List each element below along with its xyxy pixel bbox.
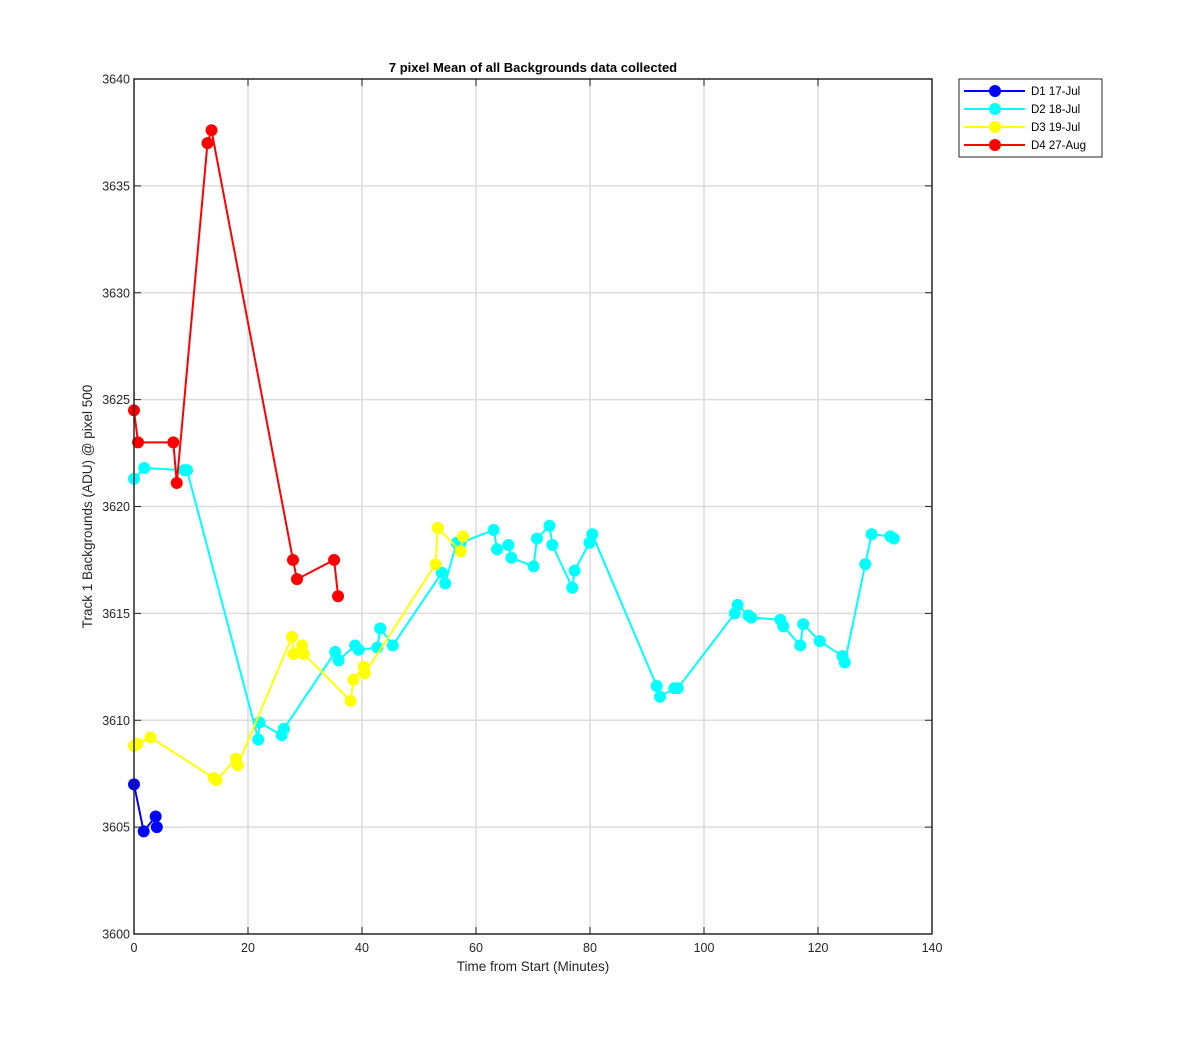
data-point xyxy=(777,620,790,633)
data-point xyxy=(546,538,559,551)
x-axis-label: Time from Start (Minutes) xyxy=(457,959,610,974)
data-point xyxy=(654,690,667,703)
axes: 0 20 40 60 80 100 120 140 3600 3605 3610 3615 3620 36… xyxy=(102,73,942,956)
data-point xyxy=(859,558,872,571)
data-point xyxy=(287,553,300,566)
data-point xyxy=(865,528,878,541)
legend: D1 17-Jul D2 18-Jul D3 19-Jul D4 27-Aug xyxy=(958,78,1103,158)
y-tick-label: 3605 xyxy=(102,821,130,835)
data-point xyxy=(149,810,162,823)
data-point xyxy=(358,667,371,680)
legend-marker xyxy=(989,121,1001,133)
data-point xyxy=(502,538,515,551)
data-point xyxy=(491,543,504,556)
data-point xyxy=(456,530,469,543)
data-point xyxy=(231,759,244,772)
y-tick-label: 3630 xyxy=(102,286,130,300)
data-point xyxy=(137,825,150,838)
y-tick-label: 3625 xyxy=(102,393,130,407)
data-point xyxy=(431,521,444,534)
data-point xyxy=(332,654,345,667)
legend-label: D4 27-Aug xyxy=(1031,140,1086,152)
x-tick-label: 60 xyxy=(469,941,483,955)
data-point xyxy=(568,564,581,577)
data-point xyxy=(543,519,556,532)
series-line xyxy=(133,129,340,597)
legend-marker xyxy=(989,103,1001,115)
data-point xyxy=(527,560,540,573)
y-axis-label: Track 1 Backgrounds (ADU) @ pixel 500 xyxy=(80,385,95,629)
data-point xyxy=(530,532,543,545)
data-point xyxy=(167,436,180,449)
legend-marker xyxy=(989,139,1001,151)
y-tick-label: 3615 xyxy=(102,607,130,621)
x-tick-label: 140 xyxy=(922,941,943,955)
series-2 xyxy=(128,462,900,746)
data-point xyxy=(297,647,310,660)
data-point xyxy=(210,774,223,787)
y-tick-label: 3600 xyxy=(102,928,130,942)
data-point xyxy=(813,635,826,648)
x-tick-label: 0 xyxy=(131,941,138,955)
data-point xyxy=(650,680,663,693)
y-tick-label: 3610 xyxy=(102,714,130,728)
data-point xyxy=(454,545,467,558)
legend-entry: D2 18-Jul xyxy=(964,103,1080,116)
data-point xyxy=(347,673,360,686)
data-point xyxy=(566,581,579,594)
y-tick-label: 3635 xyxy=(102,179,130,193)
grid xyxy=(134,79,932,934)
data-point xyxy=(429,558,442,571)
data-point xyxy=(332,590,345,603)
data-point xyxy=(374,622,387,635)
y-tick-label: 3620 xyxy=(102,500,130,514)
data-point xyxy=(277,722,290,735)
data-point xyxy=(487,524,500,537)
data-point xyxy=(170,476,183,489)
data-point xyxy=(352,643,365,656)
data-point xyxy=(838,656,851,669)
legend-entry: D1 17-Jul xyxy=(964,85,1080,98)
data-point xyxy=(287,647,300,660)
data-point xyxy=(150,821,163,834)
data-point xyxy=(671,682,684,695)
data-point xyxy=(291,573,304,586)
data-point xyxy=(505,551,518,564)
x-tick-label: 40 xyxy=(355,941,369,955)
x-tick-label: 80 xyxy=(583,941,597,955)
data-point xyxy=(144,731,157,744)
data-point xyxy=(731,598,744,611)
data-point xyxy=(285,630,298,643)
data-point xyxy=(794,639,807,652)
data-point xyxy=(181,464,194,477)
data-point xyxy=(887,532,900,545)
plot-frame xyxy=(133,78,933,935)
data-point xyxy=(252,733,265,746)
y-tick-label: 3640 xyxy=(102,73,130,87)
data-point xyxy=(344,695,357,708)
data-point xyxy=(386,639,399,652)
data-point xyxy=(205,124,218,137)
data-point xyxy=(138,462,151,475)
data-point xyxy=(131,436,144,449)
data-point xyxy=(439,577,452,590)
x-tick-label: 20 xyxy=(241,941,255,955)
legend-label: D1 17-Jul xyxy=(1031,86,1080,98)
x-tick-label: 120 xyxy=(808,941,829,955)
data-point xyxy=(435,566,448,579)
data-point xyxy=(586,528,599,541)
legend-label: D2 18-Jul xyxy=(1031,104,1080,116)
legend-label: D3 19-Jul xyxy=(1031,122,1080,134)
legend-marker xyxy=(989,85,1001,97)
data-point xyxy=(201,137,214,150)
x-tick-label: 100 xyxy=(694,941,715,955)
data-point xyxy=(797,618,810,631)
data-point xyxy=(745,611,758,624)
legend-entry: D3 19-Jul xyxy=(964,121,1080,134)
chart-title: 7 pixel Mean of all Backgrounds data col… xyxy=(389,60,677,75)
data-point xyxy=(328,553,341,566)
legend-entry: D4 27-Aug xyxy=(964,139,1086,152)
